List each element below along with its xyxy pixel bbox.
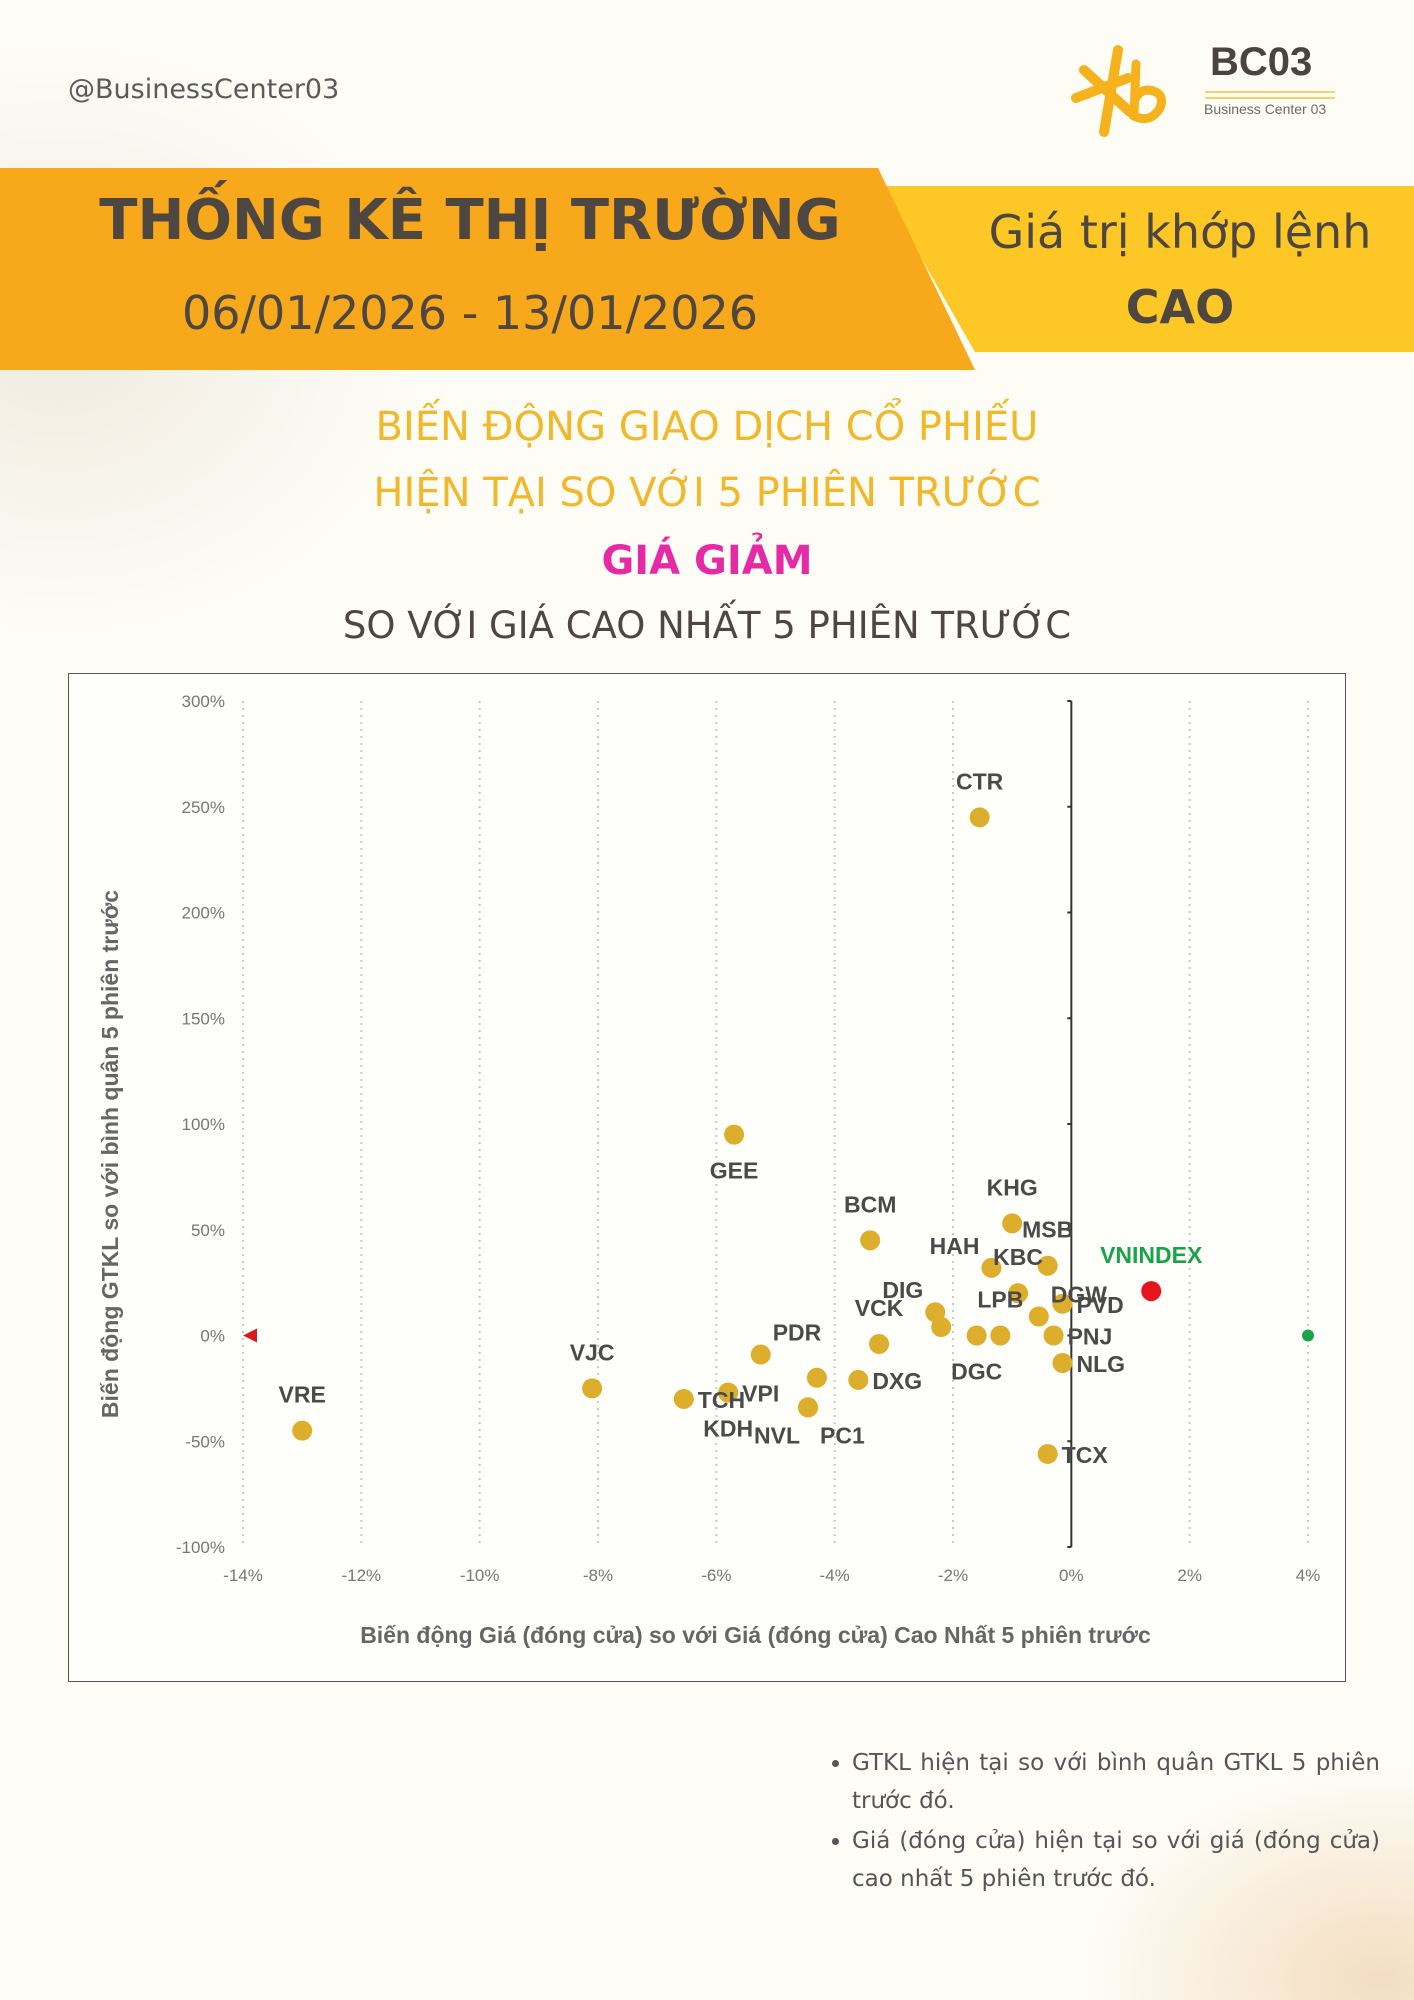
point-label: VNINDEX xyxy=(1100,1242,1203,1268)
banner-level: CAO xyxy=(1125,280,1235,334)
scatter-point xyxy=(848,1369,869,1390)
x-tick-label: -8% xyxy=(583,1566,613,1585)
point-label: PNJ xyxy=(1068,1324,1113,1350)
scatter-point xyxy=(1028,1306,1049,1327)
kb-logo-icon xyxy=(1071,45,1335,137)
scatter-point xyxy=(292,1420,313,1441)
scatter-point xyxy=(860,1230,881,1251)
logo-title: BC03 xyxy=(1210,40,1313,84)
x-tick-label: 4% xyxy=(1296,1566,1321,1585)
point-label: DXG xyxy=(872,1368,922,1394)
y-tick-label: -50% xyxy=(185,1432,225,1451)
note-item: Giá (đóng cửa) hiện tại so với giá (đóng… xyxy=(852,1822,1380,1898)
zero-line-end-dot xyxy=(1302,1329,1314,1342)
scatter-point xyxy=(966,1325,987,1346)
scatter-point xyxy=(724,1124,745,1145)
point-label: VRE xyxy=(279,1382,326,1408)
scatter-point xyxy=(1052,1352,1073,1373)
y-axis-title: Biến động GTKL so với bình quân 5 phiên … xyxy=(97,890,123,1418)
banner-title: THỐNG KÊ THỊ TRƯỜNG xyxy=(99,188,841,253)
scatter-chart: -14% -12% -10% -8% -6% -4% -2% 0% 2% 4% -100% -50% 0… xyxy=(97,692,1321,1648)
x-tick-label: -4% xyxy=(820,1566,850,1585)
y-tick-label: -100% xyxy=(176,1538,225,1557)
y-tick-label: 200% xyxy=(182,904,225,923)
point-label: TCH xyxy=(698,1387,745,1413)
x-tick-label: -14% xyxy=(223,1566,263,1585)
point-label: LPB xyxy=(977,1287,1023,1313)
x-tick-label: -2% xyxy=(938,1566,968,1585)
social-handle: @BusinessCenter03 xyxy=(68,74,340,105)
y-tick-label: 100% xyxy=(182,1115,225,1134)
scatter-point xyxy=(718,1382,739,1403)
y-tick-label: 150% xyxy=(182,1009,225,1028)
x-tick-label: 2% xyxy=(1177,1566,1202,1585)
point-label: MSB xyxy=(1022,1217,1073,1243)
point-label: VPI xyxy=(742,1381,779,1407)
heading-highlight: GIÁ GIẢM xyxy=(601,538,813,584)
vnindex-point xyxy=(1141,1281,1162,1302)
scatter-point xyxy=(798,1397,819,1418)
chart-frame xyxy=(68,673,1346,1682)
point-label: HAH xyxy=(930,1233,980,1259)
point-label: DGC xyxy=(951,1359,1002,1385)
logo-subtitle: Business Center 03 xyxy=(1204,101,1327,117)
scatter-point xyxy=(1043,1325,1064,1346)
y-tick-label: 250% xyxy=(182,798,225,817)
point-label: VCK xyxy=(855,1295,904,1321)
scatter-point xyxy=(806,1367,827,1388)
point-label: CTR xyxy=(956,768,1004,794)
scatter-point xyxy=(969,807,990,828)
scatter-point xyxy=(981,1257,1002,1278)
point-label: NLG xyxy=(1076,1351,1125,1377)
scatter-point xyxy=(931,1317,952,1338)
notes-list: GTKL hiện tại so với bình quân GTKL 5 ph… xyxy=(820,1744,1380,1900)
point-label: NVL xyxy=(754,1422,800,1448)
heading-line-2: HIỆN TẠI SO VỚI 5 PHIÊN TRƯỚC xyxy=(373,470,1041,516)
x-tick-label: 0% xyxy=(1059,1566,1084,1585)
x-tick-label: -10% xyxy=(460,1566,500,1585)
point-label: PC1 xyxy=(820,1422,865,1448)
scatter-point xyxy=(1052,1293,1073,1314)
scatter-point xyxy=(1008,1283,1029,1304)
scatter-point xyxy=(1002,1213,1023,1234)
point-label: VJC xyxy=(570,1339,615,1365)
scatter-point xyxy=(1037,1443,1058,1464)
scatter-point xyxy=(869,1333,890,1354)
banner-subtitle: Giá trị khớp lệnh xyxy=(988,205,1372,259)
y-tick-label: 0% xyxy=(200,1327,225,1346)
point-label: KBC xyxy=(993,1244,1043,1270)
scatter-point xyxy=(750,1344,771,1365)
point-label: BCM xyxy=(844,1191,896,1217)
title-banner xyxy=(0,168,1414,370)
heading-line-1: BIẾN ĐỘNG GIAO DỊCH CỔ PHIẾU xyxy=(375,404,1039,450)
point-label: KHG xyxy=(987,1174,1038,1200)
heading-line-4: SO VỚI GIÁ CAO NHẤT 5 PHIÊN TRƯỚC xyxy=(342,604,1072,647)
point-label: DGW xyxy=(1051,1281,1108,1307)
banner-date-range: 06/01/2026 - 13/01/2026 xyxy=(181,286,759,340)
note-item: GTKL hiện tại so với bình quân GTKL 5 ph… xyxy=(852,1744,1380,1820)
scatter-point xyxy=(673,1388,694,1409)
point-label: PVD xyxy=(1076,1292,1123,1318)
x-tick-label: -6% xyxy=(701,1566,731,1585)
scatter-point xyxy=(990,1325,1011,1346)
point-label: TCX xyxy=(1062,1442,1109,1468)
x-tick-label: -12% xyxy=(341,1566,381,1585)
arrow-head-icon xyxy=(243,1328,257,1343)
x-axis-title: Biến động Giá (đóng cửa) so với Giá (đón… xyxy=(360,1622,1151,1648)
point-label: GEE xyxy=(710,1158,759,1184)
scatter-point xyxy=(1037,1255,1058,1276)
point-label: PDR xyxy=(773,1320,822,1346)
y-tick-label: 50% xyxy=(191,1221,225,1240)
point-label: KDH xyxy=(703,1416,753,1442)
scatter-point xyxy=(582,1378,603,1399)
y-tick-label: 300% xyxy=(182,692,225,711)
point-label: DIG xyxy=(882,1277,923,1303)
